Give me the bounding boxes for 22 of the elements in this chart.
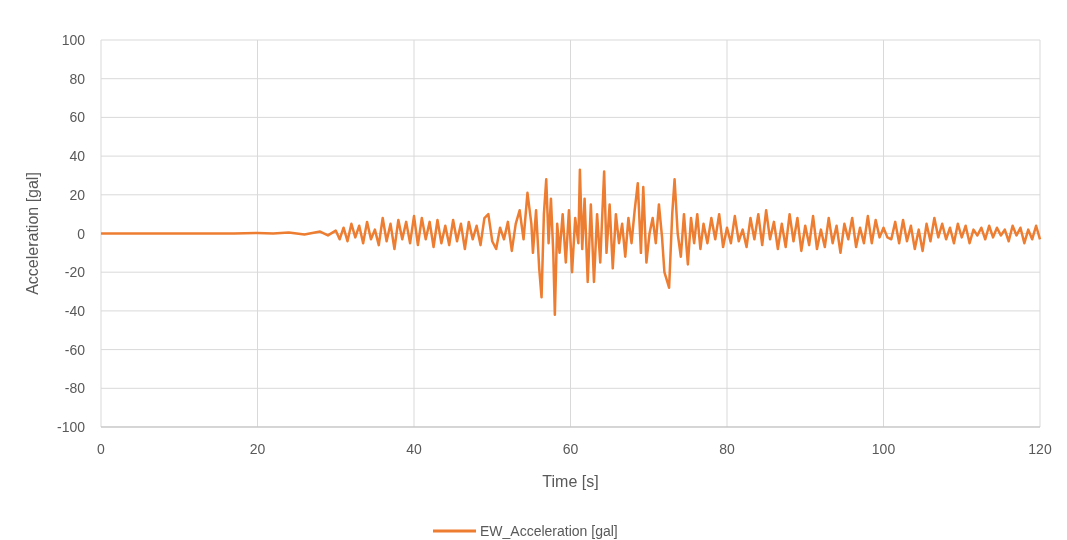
y-tick-label: 40 <box>69 148 86 165</box>
y-tick-label: -100 <box>56 419 86 435</box>
y-tick-label: -40 <box>64 302 86 319</box>
y-tick-label: 80 <box>69 70 86 87</box>
y-tick-label: 60 <box>69 109 86 126</box>
y-tick-label: -60 <box>64 341 86 358</box>
x-tick-label: 60 <box>562 441 579 457</box>
y-tick-label: 100 <box>61 32 86 48</box>
y-axis-title: Acceleration [gal] <box>24 172 41 295</box>
x-tick-label: 120 <box>1028 441 1052 457</box>
y-tick-label: 0 <box>77 225 86 242</box>
x-tick-label: 100 <box>871 441 896 457</box>
line-series <box>99 168 1042 317</box>
x-axis-title: Time [s] <box>542 473 599 490</box>
x-tick-label: 40 <box>406 441 422 457</box>
y-tick-label: -20 <box>64 264 86 281</box>
x-tick-label: 20 <box>249 441 266 457</box>
legend-label: EW_Acceleration [gal] <box>480 523 618 539</box>
y-tick-label: 20 <box>69 186 86 203</box>
x-tick-label: 0 <box>97 441 106 457</box>
y-tick-label: -80 <box>64 380 86 397</box>
x-tick-label: 80 <box>719 441 735 457</box>
